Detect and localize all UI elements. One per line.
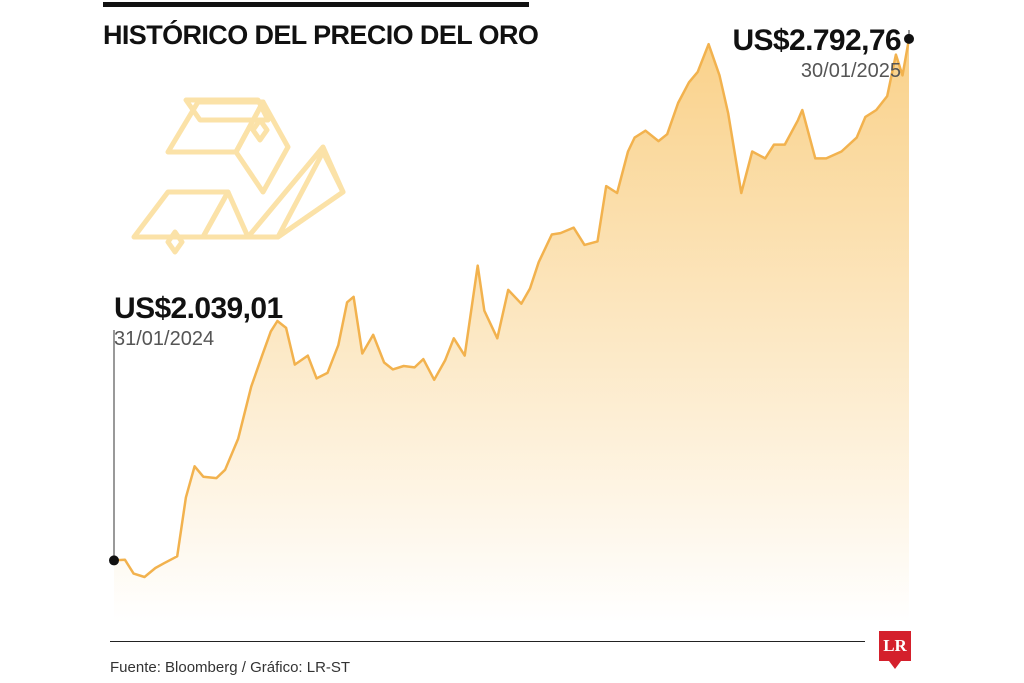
start-date-label: 31/01/2024 <box>114 328 215 350</box>
start-price-label: US$2.039,01 <box>114 292 283 325</box>
end-price-label: US$2.792,76 <box>732 24 901 57</box>
source-credit: Fuente: Bloomberg / Gráfico: LR-ST <box>110 659 351 676</box>
la-republica-logo: LR <box>879 631 911 669</box>
title-rule <box>103 2 529 7</box>
start-point <box>109 555 119 566</box>
chart-title: HISTÓRICO DEL PRECIO DEL ORO <box>103 20 539 50</box>
gold-bars-icon <box>131 97 346 255</box>
end-date-label: 30/01/2025 <box>800 60 901 82</box>
end-point <box>904 33 914 44</box>
price-area <box>114 38 909 623</box>
price-line <box>113 38 911 579</box>
footer-rule <box>110 641 865 642</box>
